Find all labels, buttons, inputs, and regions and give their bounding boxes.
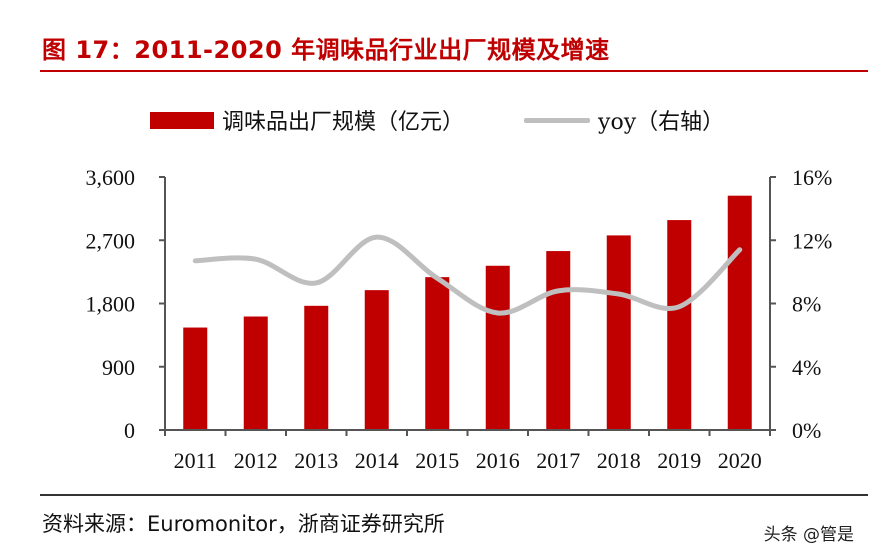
chart: 0 900 1,800 2,700 3,600 0% 4% 8% 12% 16% 2011 2012 2… bbox=[86, 165, 833, 473]
bar-2016 bbox=[485, 265, 510, 430]
left-tick-label: 2,700 bbox=[86, 228, 136, 253]
x-tick-label: 2013 bbox=[294, 448, 338, 473]
right-tick-label: 8% bbox=[792, 292, 821, 317]
bar-2012 bbox=[243, 316, 268, 430]
right-tick-label: 4% bbox=[792, 355, 821, 380]
bar-2015 bbox=[425, 277, 450, 430]
title-rule bbox=[40, 70, 868, 72]
bar-2011 bbox=[183, 327, 208, 430]
bar-2020 bbox=[727, 195, 752, 430]
left-tick-label: 3,600 bbox=[86, 165, 136, 190]
chart-title: 图 17：2011-2020 年调味品行业出厂规模及增速 bbox=[42, 36, 610, 64]
x-tick-label: 2015 bbox=[415, 448, 459, 473]
x-tick-label: 2014 bbox=[355, 448, 399, 473]
legend-bar-swatch bbox=[150, 111, 214, 129]
source-rule bbox=[40, 494, 868, 496]
bar-2019 bbox=[667, 220, 692, 430]
x-tick-label: 2018 bbox=[597, 448, 641, 473]
x-tick-label: 2012 bbox=[234, 448, 278, 473]
x-tick-label: 2017 bbox=[536, 448, 580, 473]
legend-bar-label: 调味品出厂规模（亿元） bbox=[222, 110, 465, 135]
bar-2018 bbox=[606, 235, 631, 430]
x-tick-label: 2016 bbox=[476, 448, 520, 473]
source-note: 资料来源：Euromonitor，浙商证券研究所 bbox=[42, 512, 445, 536]
legend-line-swatch bbox=[524, 117, 591, 123]
right-tick-label: 16% bbox=[792, 165, 832, 190]
left-tick-label: 1,800 bbox=[86, 292, 136, 317]
legend-line-label: yoy（右轴） bbox=[598, 110, 725, 135]
x-tick-label: 2020 bbox=[718, 448, 762, 473]
bar-2013 bbox=[304, 305, 329, 430]
right-tick-label: 0% bbox=[792, 418, 821, 443]
x-tick-label: 2019 bbox=[657, 448, 701, 473]
left-tick-label: 900 bbox=[102, 355, 135, 380]
bar-2014 bbox=[364, 290, 389, 430]
right-tick-label: 12% bbox=[792, 228, 832, 253]
watermark: 头条 @管是 bbox=[763, 525, 854, 545]
yoy-line bbox=[192, 234, 743, 316]
x-tick-label: 2011 bbox=[174, 448, 217, 473]
left-tick-label: 0 bbox=[124, 418, 135, 443]
bar-2017 bbox=[546, 251, 571, 430]
legend: 调味品出厂规模（亿元） yoy（右轴） bbox=[150, 104, 724, 136]
